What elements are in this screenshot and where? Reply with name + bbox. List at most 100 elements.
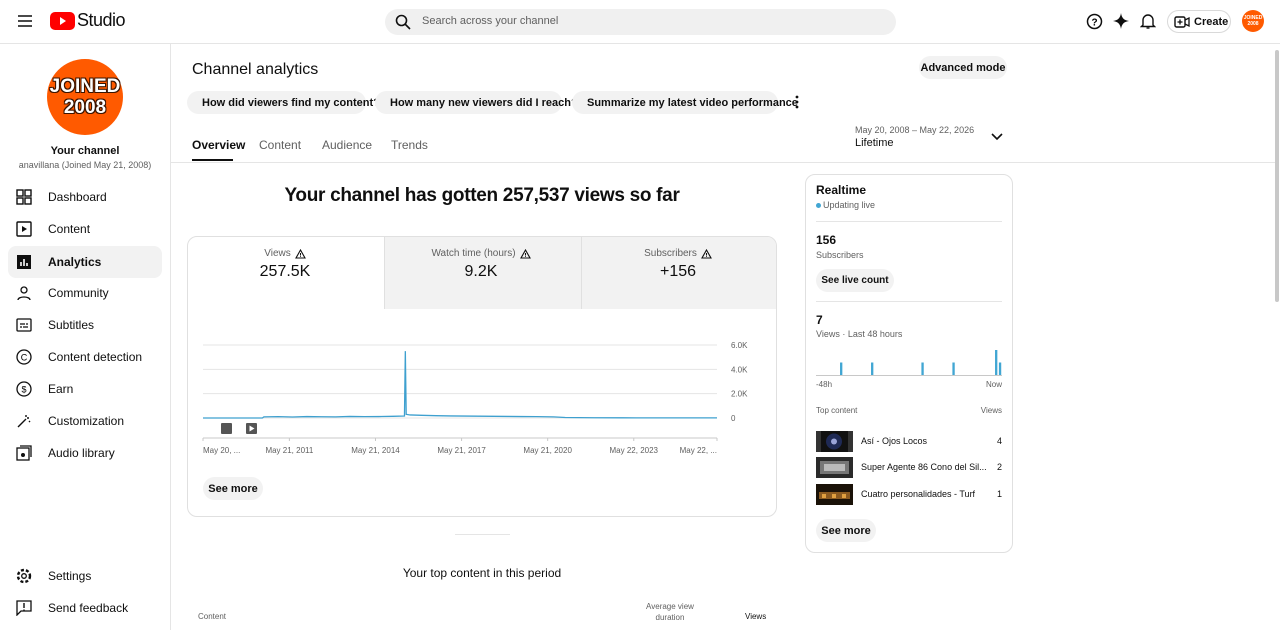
date-range[interactable]: May 20, 2008 – May 22, 2026 (855, 125, 975, 135)
nav-label: Audio library (48, 446, 115, 460)
create-label: Create (1194, 15, 1229, 28)
stat-label: Views (264, 248, 291, 259)
tab[interactable]: Trends (391, 138, 428, 152)
thumbnail-art (820, 461, 849, 474)
account-avatar[interactable]: JOINED 2008 (1242, 10, 1264, 32)
tile-divider (384, 237, 385, 309)
stat-label-row: Views (187, 248, 383, 259)
menu-icon[interactable] (17, 14, 33, 28)
nav-item[interactable]: Customization (8, 405, 162, 437)
prompt-chip[interactable]: Summarize my latest video performance (572, 91, 798, 114)
nav-item[interactable]: Audio library (8, 437, 162, 469)
thumbnail[interactable] (816, 457, 853, 478)
stat-tile[interactable]: Views 257.5K (187, 236, 383, 308)
nav-item[interactable]: Content (8, 213, 162, 245)
dropdown-icon[interactable] (991, 133, 1003, 141)
nav-label: Customization (48, 414, 125, 428)
divider (816, 301, 1002, 302)
nav-icon (16, 189, 32, 205)
logo-icon[interactable] (50, 12, 75, 30)
nav-label: Analytics (48, 255, 102, 269)
search-placeholder: Search across your channel (422, 15, 559, 27)
axis-start-label: -48h (816, 380, 833, 389)
thumbnail[interactable] (816, 431, 853, 452)
nav-icon (17, 415, 31, 428)
nav-icon (16, 568, 32, 584)
advanced-mode-button[interactable]: Advanced mode (919, 56, 1007, 79)
axis-end-label: Now (985, 380, 1002, 389)
avatar-line: 2008 (1247, 21, 1259, 27)
nav-item-active[interactable]: Analytics (8, 246, 162, 278)
thumbnail[interactable] (816, 484, 853, 505)
nav-icon (16, 445, 32, 461)
tab[interactable]: Content (259, 138, 302, 152)
stat-tile[interactable]: Subscribers +156 (580, 236, 776, 308)
create-button[interactable]: Create (1167, 10, 1231, 33)
divider (171, 162, 1275, 163)
sidebar-border (170, 44, 171, 630)
warning-icon (519, 248, 531, 259)
nav-item[interactable]: Dashboard (8, 181, 162, 213)
button-label: See more (821, 524, 871, 537)
nav-icon: C (16, 349, 32, 365)
subscriber-count: 156 (816, 233, 837, 247)
channel-avatar[interactable]: JOINED 2008 (47, 59, 123, 135)
thumbnail-art (819, 492, 850, 499)
search-box[interactable] (385, 9, 896, 35)
stat-tile[interactable]: Watch time (hours) 9.2K (383, 236, 579, 308)
nav-label: Send feedback (48, 601, 129, 615)
content-views: 2 (996, 462, 1002, 472)
help-icon[interactable]: ? (1086, 13, 1103, 30)
avatar-line: JOINED (1243, 15, 1263, 21)
content-title[interactable]: Cuatro personalidades - Turf (861, 489, 976, 499)
nav-item[interactable]: Community (8, 277, 162, 309)
button-label: Advanced mode (920, 61, 1006, 74)
stat-value: 257.5K (259, 263, 311, 280)
svg-text:$: $ (21, 385, 26, 395)
svg-text:?: ? (1091, 18, 1097, 29)
see-more-button[interactable]: See more (203, 477, 263, 500)
more-icon[interactable] (793, 95, 801, 109)
nav-item[interactable]: $ Earn (8, 373, 162, 405)
nav-item[interactable]: Settings (8, 560, 162, 592)
prompt-chip[interactable]: How many new viewers did I reach? (375, 91, 578, 114)
see-more-button[interactable]: See more (816, 519, 876, 542)
content-title[interactable]: Super Agente 86 Cono del Sil... (861, 462, 987, 472)
tab-active[interactable]: Overview (192, 138, 246, 152)
tab-underline (192, 159, 233, 161)
column-header: Content (198, 612, 227, 621)
notifications-icon[interactable] (1140, 12, 1156, 30)
logo-text: Studio (77, 10, 126, 30)
thumbnail-art (816, 431, 853, 452)
svg-text:C: C (21, 353, 28, 363)
realtime-title: Realtime (816, 183, 867, 197)
nav-item[interactable]: C Content detection (8, 341, 162, 373)
views-column-label: Views (980, 406, 1002, 415)
tab[interactable]: Audience (322, 138, 373, 152)
avatar-line: JOINED (49, 76, 121, 97)
warning-icon (294, 248, 306, 259)
tile-background (384, 237, 776, 309)
nav-icon: $ (16, 381, 32, 397)
channel-subtitle: anavillana (Joined May 21, 2008) (18, 160, 152, 170)
content-views: 4 (996, 436, 1002, 446)
column-header: Views (745, 612, 767, 621)
scrollbar-thumb[interactable] (1275, 50, 1279, 302)
headline: Your channel has gotten 257,537 views so… (284, 185, 680, 206)
warning-icon (700, 248, 712, 259)
prompt-chip[interactable]: How did viewers find my content? (187, 91, 380, 114)
ai-icon[interactable] (1113, 13, 1129, 29)
nav-item[interactable]: Subtitles (8, 309, 162, 341)
stat-label-row: Watch time (hours) (383, 248, 579, 259)
see-live-count-button[interactable]: See live count (816, 269, 894, 292)
nav-item[interactable]: Send feedback (8, 592, 162, 624)
date-period[interactable]: Lifetime (855, 137, 894, 149)
live-status: Updating live (823, 200, 876, 210)
nav-label: Subtitles (48, 318, 95, 332)
content-title[interactable]: Así - Ojos Locos (861, 436, 928, 446)
realtime-card (805, 174, 1013, 553)
content-views: 1 (996, 489, 1002, 499)
chip-label: How did viewers find my content? (202, 96, 380, 109)
